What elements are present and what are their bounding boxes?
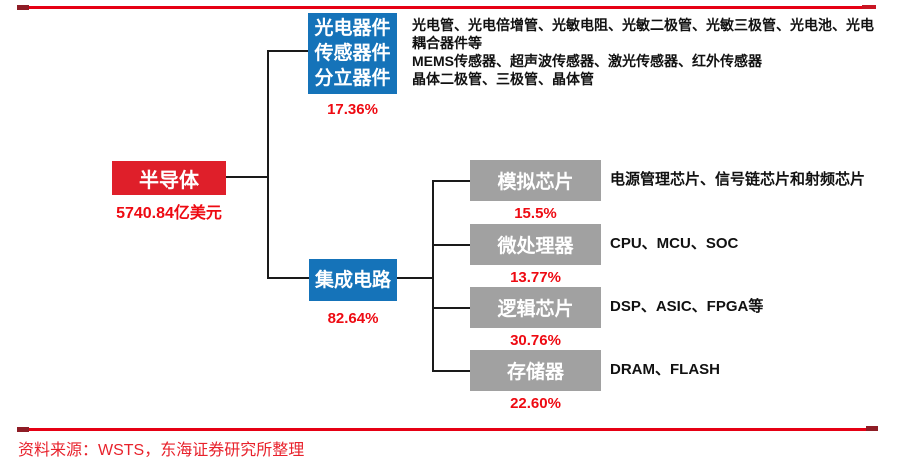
opto-description-line2: 耦合器件等 — [412, 35, 482, 51]
logic-chip-description: DSP、ASIC、FPGA等 — [610, 298, 764, 315]
bottom-rule-left-nub — [17, 427, 29, 432]
connector-leaf-stub-1 — [434, 244, 470, 246]
node-microprocessor: 微处理器 — [470, 224, 601, 265]
node-analog-chip-label: 模拟芯片 — [497, 172, 574, 193]
microprocessor-description: CPU、MCU、SOC — [610, 235, 739, 252]
node-semiconductor: 半导体 — [112, 161, 226, 195]
top-rule-right-nub — [862, 5, 876, 9]
node-memory: 存储器 — [470, 350, 601, 391]
node-memory-label: 存储器 — [506, 362, 564, 383]
data-source-note: 资料来源：WSTS，东海证券研究所整理 — [18, 442, 305, 459]
node-semiconductor-label: 半导体 — [139, 169, 199, 192]
top-rule-left-nub — [17, 5, 29, 10]
connector-leaf-stub-3 — [434, 370, 470, 372]
node-logic-chip: 逻辑芯片 — [470, 287, 601, 328]
top-rule — [17, 6, 876, 9]
node-opto-label-line1: 光电器件 — [314, 18, 391, 39]
opto-description-line4: 晶体二极管、三极管、晶体管 — [412, 71, 594, 87]
connector-opto-h — [269, 50, 308, 52]
node-microprocessor-label: 微处理器 — [497, 236, 574, 257]
node-opto-label-line3: 分立器件 — [314, 68, 391, 89]
semiconductor-market-value: 5740.84亿美元 — [116, 205, 222, 222]
node-analog-chip: 模拟芯片 — [470, 160, 601, 201]
connector-ic-out-h — [397, 277, 433, 279]
connector-leaf-stub-2 — [434, 307, 470, 309]
node-integrated-circuit: 集成电路 — [309, 259, 397, 301]
node-logic-chip-label: 逻辑芯片 — [497, 299, 574, 320]
ic-percent: 82.64% — [327, 310, 379, 327]
bottom-rule-right-nub — [866, 426, 878, 431]
connector-ic-in-h — [269, 277, 309, 279]
analog-chip-percent: 15.5% — [514, 205, 557, 222]
connector-level1-vertical — [267, 50, 269, 279]
node-opto-label-line2: 传感器件 — [314, 43, 391, 64]
connector-root-h — [226, 176, 268, 178]
opto-percent: 17.36% — [327, 101, 378, 118]
opto-description-line3: MEMS传感器、超声波传感器、激光传感器、红外传感器 — [412, 53, 762, 69]
bottom-rule — [17, 428, 878, 431]
connector-leaf-stub-0 — [434, 180, 470, 182]
logic-chip-percent: 30.76% — [510, 332, 561, 349]
node-opto-sensor-discrete: 光电器件 传感器件 分立器件 — [308, 13, 397, 94]
opto-description: 光电管、光电倍增管、光敏电阻、光敏二极管、光敏三极管、光电池、光电 耦合器件等 … — [412, 16, 874, 88]
opto-description-line1: 光电管、光电倍增管、光敏电阻、光敏二极管、光敏三极管、光电池、光电 — [412, 17, 874, 33]
memory-percent: 22.60% — [510, 395, 561, 412]
memory-description: DRAM、FLASH — [610, 361, 720, 378]
microprocessor-percent: 13.77% — [510, 269, 561, 286]
node-ic-label: 集成电路 — [314, 269, 391, 291]
connector-level2-vertical — [432, 180, 434, 372]
analog-chip-description: 电源管理芯片、信号链芯片和射频芯片 — [610, 171, 866, 188]
